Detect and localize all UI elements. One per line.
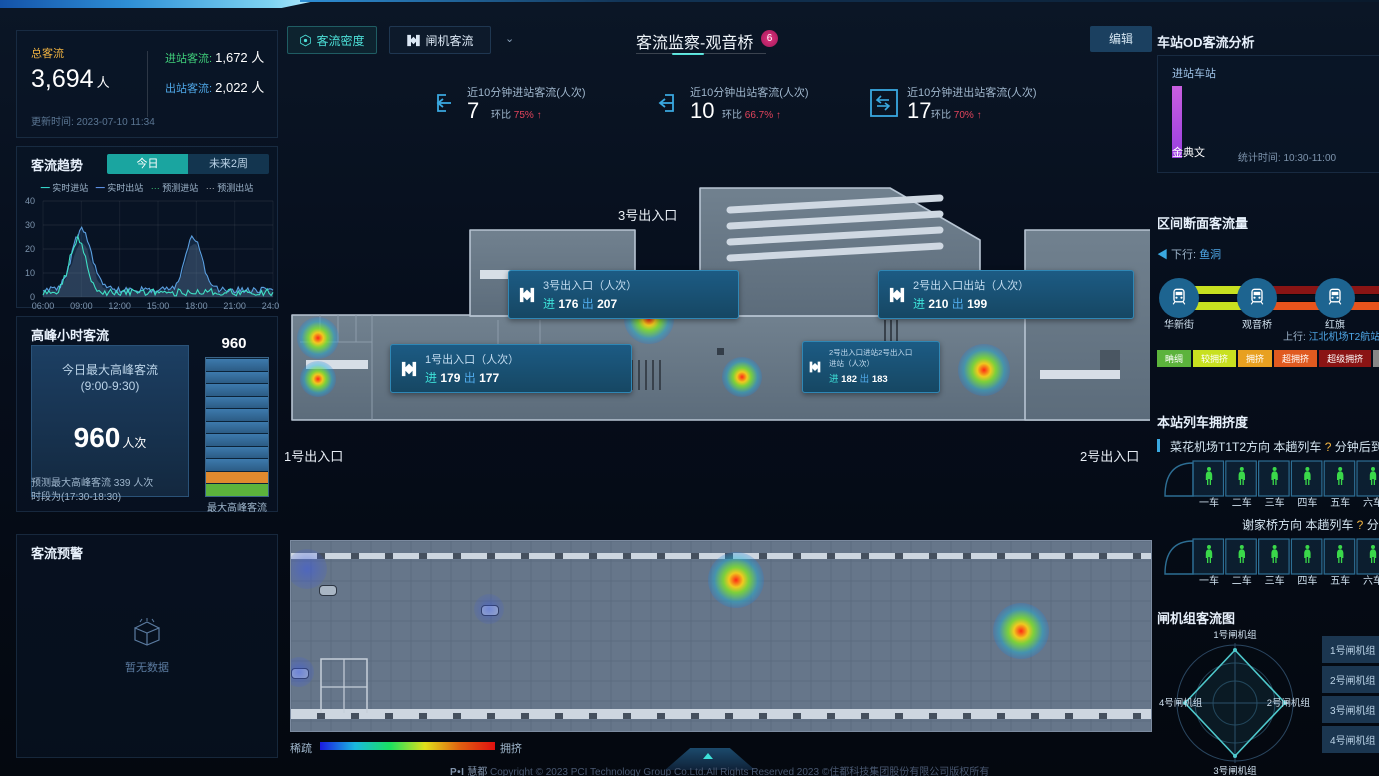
svg-text:4号闸机组: 4号闸机组: [1159, 697, 1203, 709]
svg-text:40: 40: [25, 196, 35, 206]
svg-text:五车: 五车: [1330, 496, 1350, 508]
svg-text:三车: 三车: [1265, 496, 1285, 508]
svg-text:15:00: 15:00: [147, 301, 170, 311]
svg-text:四车: 四车: [1297, 574, 1317, 586]
svg-text:30: 30: [25, 220, 35, 230]
svg-text:09:00: 09:00: [70, 301, 93, 311]
svg-text:一车: 一车: [1199, 574, 1219, 586]
svg-text:二车: 二车: [1232, 496, 1252, 508]
svg-text:21:00: 21:00: [223, 301, 246, 311]
svg-text:华新街: 华新街: [1164, 318, 1194, 331]
svg-text:3号闸机组: 3号闸机组: [1213, 765, 1257, 776]
svg-text:六车: 六车: [1363, 496, 1379, 508]
svg-text:五车: 五车: [1330, 574, 1350, 586]
svg-text:观音桥: 观音桥: [1242, 318, 1272, 331]
svg-text:24:00: 24:00: [262, 301, 279, 311]
svg-text:1号闸机组: 1号闸机组: [1213, 629, 1257, 641]
svg-text:二车: 二车: [1232, 574, 1252, 586]
svg-text:2号闸机组: 2号闸机组: [1267, 697, 1311, 709]
svg-text:10: 10: [25, 268, 35, 278]
svg-text:06:00: 06:00: [32, 301, 55, 311]
svg-text:四车: 四车: [1297, 496, 1317, 508]
svg-text:一车: 一车: [1199, 496, 1219, 508]
svg-text:18:00: 18:00: [185, 301, 208, 311]
svg-text:12:00: 12:00: [108, 301, 131, 311]
svg-text:六车: 六车: [1363, 574, 1379, 586]
svg-text:三车: 三车: [1265, 574, 1285, 586]
svg-text:20: 20: [25, 244, 35, 254]
